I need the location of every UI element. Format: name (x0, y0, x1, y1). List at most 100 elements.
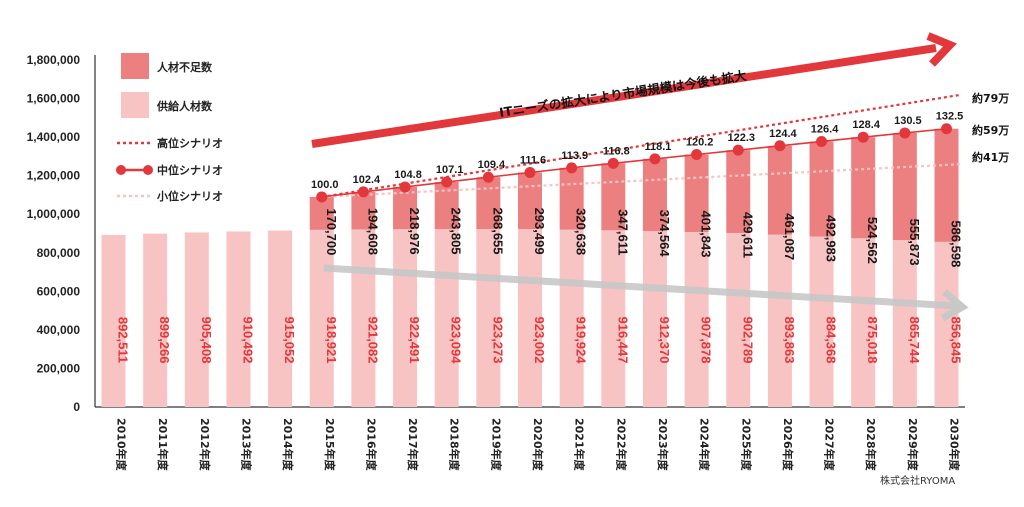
bar-supply (476, 229, 501, 407)
bar-shortage (892, 132, 917, 241)
mid-index-label: 102.4 (353, 174, 381, 186)
bar-supply (934, 241, 959, 407)
shortage-value-label: 243,805 (449, 208, 464, 255)
supply-value-label: 923,094 (449, 317, 464, 365)
bar-supply (309, 229, 334, 407)
bar-shortage (642, 158, 667, 232)
shortage-value-label: 524,562 (865, 217, 880, 264)
x-tick-label: 2029年度 (906, 418, 920, 472)
mid-scenario-point (399, 181, 411, 193)
bar-supply (351, 229, 376, 407)
supply-value-label: 918,921 (324, 317, 339, 364)
shortage-value-label: 586,598 (949, 220, 964, 267)
legend-label-shortage: 人材不足数 (157, 60, 213, 74)
supply-value-label: 905,408 (199, 317, 214, 364)
x-tick-label: 2020年度 (531, 418, 545, 472)
mid-end-label: 約59万 (972, 123, 1009, 137)
x-tick-label: 2024年度 (698, 418, 712, 472)
x-tick-label: 2016年度 (364, 418, 378, 472)
shortage-value-label: 492,983 (824, 215, 839, 262)
mid-scenario-point (441, 176, 453, 188)
low-scenario-line (321, 163, 962, 199)
bar-supply (559, 229, 584, 407)
shortage-value-label: 194,608 (365, 208, 380, 255)
shortage-value-label: 347,611 (615, 209, 630, 255)
shortage-value-label: 268,655 (490, 208, 505, 255)
shortage-value-label: 401,843 (699, 210, 714, 257)
bar-shortage (726, 150, 751, 233)
bar-supply (642, 231, 667, 407)
legend-label-high: 高位シナリオ (157, 136, 223, 150)
mid-scenario-point (649, 153, 661, 165)
supply-value-label: 875,018 (865, 317, 880, 364)
legend-swatch-mid-dot-left (116, 165, 126, 175)
bar-supply (767, 234, 792, 407)
y-tick-label: 1,000,000 (27, 207, 81, 221)
shortage-value-label: 293,499 (532, 208, 547, 255)
mid-index-label: 128.4 (852, 119, 880, 131)
legend-label-mid: 中位シナリオ (157, 163, 223, 177)
bar-shortage (518, 172, 542, 230)
mid-scenario-point (316, 191, 328, 203)
x-tick-label: 2026年度 (781, 418, 795, 472)
supply-value-label: 907,878 (699, 317, 714, 364)
bar-shortage (934, 128, 959, 242)
bar-shortage (351, 191, 376, 230)
bar-supply (268, 230, 293, 407)
mid-index-label: 109.4 (478, 159, 506, 171)
bar-shortage (809, 141, 834, 237)
mid-index-label: 111.6 (520, 154, 546, 166)
supply-value-label: 884,368 (824, 317, 839, 364)
legend-swatch-shortage (121, 53, 149, 79)
x-tick-label: 2018年度 (448, 418, 462, 472)
supply-trend-arrowhead (940, 289, 969, 322)
x-tick-label: 2030年度 (948, 418, 962, 472)
mid-scenario-line (321, 127, 947, 198)
y-tick-label: 0 (73, 400, 80, 414)
bar-supply (726, 232, 751, 407)
low-end-label: 約41万 (972, 150, 1009, 164)
bar-shortage (851, 137, 876, 239)
mid-index-label: 122.3 (727, 132, 755, 144)
bar-supply (892, 240, 917, 407)
legend-label-low: 小位シナリオ (156, 189, 223, 203)
supply-value-label: 923,273 (490, 317, 505, 364)
scenario-lines (316, 93, 969, 322)
mid-index-label: 126.4 (811, 123, 839, 135)
mid-scenario-point (857, 131, 869, 143)
mid-index-label: 100.0 (311, 179, 339, 191)
mid-index-label: 104.8 (394, 169, 422, 181)
supply-value-label: 910,492 (240, 317, 255, 364)
y-tick-label: 200,000 (37, 361, 81, 375)
mid-index-label: 113.9 (561, 150, 588, 162)
mid-scenario-point (482, 171, 494, 183)
supply-trend-arrow (323, 264, 957, 310)
mid-scenario-point (607, 157, 619, 169)
supply-value-label: 915,052 (282, 317, 297, 364)
x-tick-label: 2012年度 (198, 418, 212, 472)
x-tick-label: 2023年度 (656, 418, 670, 472)
mid-index-label: 132.5 (936, 111, 964, 123)
mid-scenario-point (816, 135, 828, 147)
x-tick-label: 2025年度 (739, 418, 753, 472)
y-tick-label: 1,600,000 (27, 92, 81, 106)
y-tick-label: 1,200,000 (27, 169, 81, 183)
high-end-label: 約79万 (972, 91, 1009, 105)
supply-value-label: 922,491 (407, 317, 422, 364)
x-tick-label: 2028年度 (864, 418, 878, 472)
bar-supply (518, 229, 542, 407)
bar-shortage (393, 186, 418, 230)
trend-arrow (311, 32, 957, 148)
supply-value-label: 916,447 (615, 317, 630, 364)
bar-supply (184, 232, 209, 407)
shortage-value-label: 461,087 (782, 213, 797, 260)
shortage-value-label: 218,976 (407, 208, 422, 255)
x-tick-label: 2011年度 (156, 418, 170, 472)
bar-supply (101, 234, 126, 407)
mid-scenario-point (899, 127, 911, 139)
bar-supply (143, 233, 168, 407)
supply-value-label: 919,924 (574, 317, 589, 365)
y-tick-label: 1,800,000 (27, 53, 81, 67)
bar-supply (434, 229, 459, 407)
trend-annotation: ITニーズの拡大により市場規模は今後も拡大 (498, 68, 748, 120)
